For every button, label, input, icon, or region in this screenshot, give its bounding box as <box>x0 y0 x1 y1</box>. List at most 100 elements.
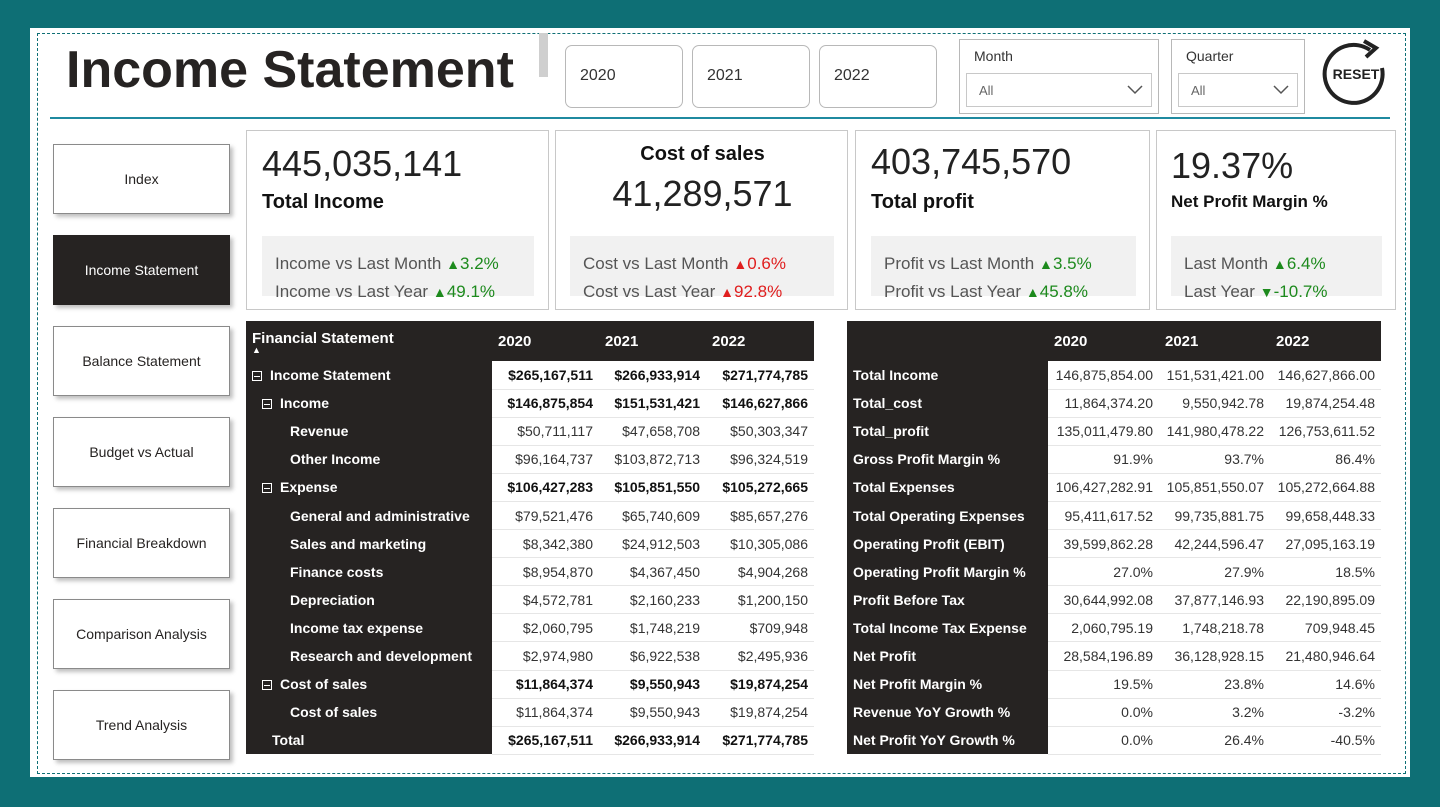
column-header[interactable]: 2021 <box>1159 321 1270 361</box>
table-cell: $709,948 <box>706 613 814 643</box>
row-header: Finance costs <box>246 557 492 586</box>
collapse-icon[interactable] <box>262 399 272 410</box>
column-header[interactable]: 2022 <box>706 321 814 361</box>
table-cell: $19,874,254 <box>706 698 814 727</box>
table-row: Gross Profit Margin % 91.9% 93.7% 86.4% <box>847 445 1381 474</box>
row-header: Net Profit YoY Growth % <box>847 726 1048 755</box>
table-cell: $106,427,283 <box>492 473 599 502</box>
kpi-label: Net Profit Margin % <box>1171 192 1328 211</box>
kpi-comparison: Profit vs Last Month ▲3.5% Profit vs Las… <box>871 236 1136 301</box>
row-header: Net Profit Margin % <box>847 670 1048 699</box>
table-cell: $105,851,550 <box>599 473 706 502</box>
table-cell: $79,521,476 <box>492 501 599 531</box>
table-cell: 27,095,163.19 <box>1270 529 1381 559</box>
table-cell: 0.0% <box>1048 726 1159 755</box>
column-header[interactable]: Financial Statement ▲ <box>246 321 492 361</box>
table-cell: $103,872,713 <box>599 445 706 474</box>
column-header[interactable]: 2022 <box>1270 321 1381 361</box>
collapse-icon[interactable] <box>262 483 272 494</box>
column-header[interactable]: 2021 <box>599 321 706 361</box>
row-header: Total Expenses <box>847 473 1048 502</box>
comparison-label: Cost vs Last Year <box>583 282 716 301</box>
arrow-up-icon: ▲ <box>1025 284 1040 300</box>
comparison-label: Profit vs Last Year <box>884 282 1022 301</box>
table-cell: $19,874,254 <box>706 670 814 699</box>
month-dropdown[interactable]: All <box>966 73 1152 107</box>
table-cell: 36,128,928.15 <box>1159 641 1270 671</box>
row-header: Total Operating Expenses <box>847 501 1048 530</box>
row-label: Depreciation <box>290 591 375 608</box>
nav-comparison-analysis[interactable]: Comparison Analysis <box>53 599 230 669</box>
comparison-value: 6.4% <box>1286 254 1326 273</box>
row-header: Total_cost <box>847 389 1048 418</box>
table-row: Operating Profit (EBIT) 39,599,862.28 42,2… <box>847 529 1381 559</box>
arrow-up-icon: ▲ <box>733 256 748 272</box>
row-header[interactable]: Income <box>246 389 492 418</box>
row-label: Finance costs <box>290 563 384 580</box>
table-cell: $146,875,854 <box>492 389 599 418</box>
quarter-dropdown[interactable]: All <box>1178 73 1298 107</box>
table-cell: $1,200,150 <box>706 585 814 615</box>
nav-index[interactable]: Index <box>53 144 230 214</box>
table-row: General and administrative $79,521,476 $65… <box>246 501 814 531</box>
year-button-2021[interactable]: 2021 <box>692 45 810 108</box>
month-value: All <box>979 83 994 98</box>
table-cell: $266,933,914 <box>599 361 706 390</box>
row-header[interactable]: Income Statement <box>246 361 492 390</box>
row-label: Cost of sales <box>280 676 368 693</box>
year-button-2020[interactable]: 2020 <box>565 45 683 108</box>
table-cell: $11,864,374 <box>492 698 599 727</box>
kpi-value: 19.37% <box>1171 145 1294 186</box>
row-header[interactable]: Cost of sales <box>246 670 492 699</box>
row-label: Income <box>280 395 330 412</box>
table-cell: $8,342,380 <box>492 529 599 559</box>
kpi-label: Cost of sales <box>640 143 765 165</box>
table-cell: $2,160,233 <box>599 585 706 615</box>
nav-trend-analysis[interactable]: Trend Analysis <box>53 690 230 760</box>
nav-balance-statement[interactable]: Balance Statement <box>53 326 230 396</box>
comparison-label: Income vs Last Year <box>275 282 429 301</box>
table-cell: 126,753,611.52 <box>1270 417 1381 446</box>
nav-income-statement[interactable]: Income Statement <box>53 235 230 305</box>
table-cell: $2,060,795 <box>492 613 599 643</box>
nav-budget-vs-actual[interactable]: Budget vs Actual <box>53 417 230 487</box>
matrix-header-row: Financial Statement ▲ 2020 2021 2022 <box>246 321 814 361</box>
comparison-label: Income vs Last Month <box>275 254 442 273</box>
table-cell: $6,922,538 <box>599 641 706 671</box>
table-cell: 18.5% <box>1270 557 1381 587</box>
collapse-icon[interactable] <box>262 680 272 691</box>
table-cell: $2,974,980 <box>492 641 599 671</box>
table-row: Total $265,167,511 $266,933,914 $271,774,78… <box>246 726 814 755</box>
row-header: Cost of sales <box>246 698 492 727</box>
financial-statement-matrix: Financial Statement ▲ 2020 2021 2022 Inco… <box>246 321 814 755</box>
collapse-icon[interactable] <box>252 371 262 382</box>
comparison-value: 45.8% <box>1039 282 1088 301</box>
column-header[interactable]: 2020 <box>492 321 599 361</box>
arrow-up-icon: ▲ <box>1039 256 1053 272</box>
table-cell: $4,367,450 <box>599 557 706 587</box>
row-header: Revenue <box>246 417 492 446</box>
kpi-label: Total Income <box>262 191 384 213</box>
table-row: Depreciation $4,572,781 $2,160,233 $1,200,1… <box>246 585 814 615</box>
row-label: Sales and marketing <box>290 535 427 552</box>
column-header[interactable]: 2020 <box>1048 321 1159 361</box>
row-label: Expense <box>280 479 338 496</box>
reset-button[interactable]: RESET <box>1320 38 1392 106</box>
table-cell: 93.7% <box>1159 445 1270 474</box>
table-cell: 9,550,942.78 <box>1159 389 1270 418</box>
table-cell: $50,303,347 <box>706 417 814 446</box>
row-header: Total Income <box>847 361 1048 390</box>
comparison-label: Last Month <box>1184 254 1269 273</box>
arrow-up-icon: ▲ <box>432 284 447 300</box>
quarter-slicer: Quarter All <box>1171 39 1305 114</box>
table-cell: 105,272,664.88 <box>1270 473 1381 502</box>
table-cell: 3.2% <box>1159 698 1270 727</box>
year-button-2022[interactable]: 2022 <box>819 45 937 108</box>
table-cell: 39,599,862.28 <box>1048 529 1159 559</box>
table-row: Sales and marketing $8,342,380 $24,912,503… <box>246 529 814 559</box>
row-label: Total <box>272 732 305 749</box>
nav-financial-breakdown[interactable]: Financial Breakdown <box>53 508 230 578</box>
table-cell: $271,774,785 <box>706 726 814 755</box>
table-cell: 42,244,596.47 <box>1159 529 1270 559</box>
row-header[interactable]: Expense <box>246 473 492 502</box>
